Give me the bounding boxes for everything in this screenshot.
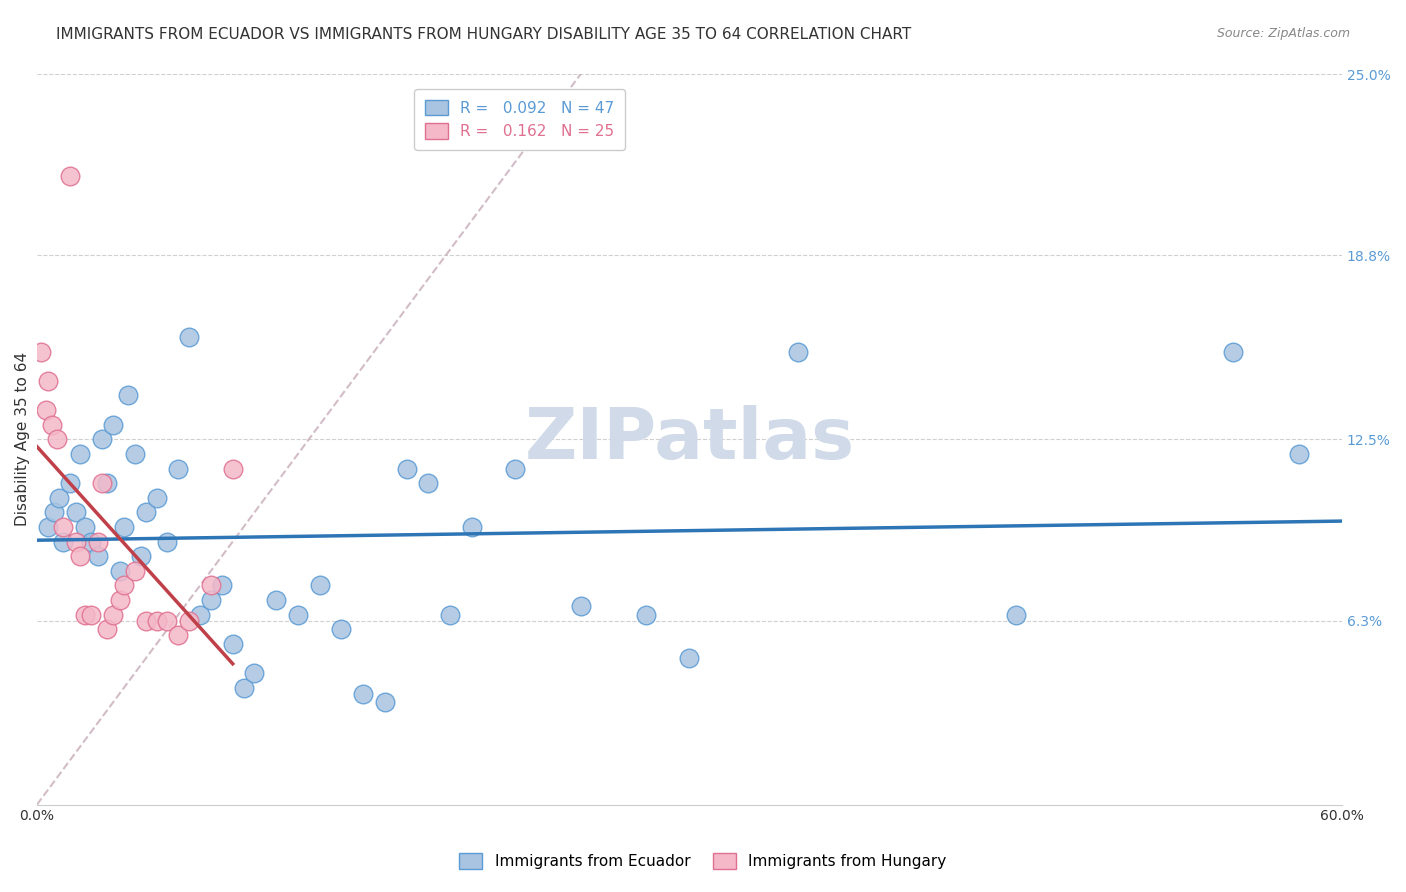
Point xyxy=(156,534,179,549)
Point xyxy=(145,614,167,628)
Text: Source: ZipAtlas.com: Source: ZipAtlas.com xyxy=(1216,27,1350,40)
Point xyxy=(200,593,222,607)
Point xyxy=(58,476,80,491)
Point xyxy=(52,520,75,534)
Point xyxy=(461,520,484,534)
Point xyxy=(80,607,103,622)
Point xyxy=(73,520,96,534)
Point xyxy=(1222,344,1244,359)
Point xyxy=(287,607,309,622)
Point xyxy=(91,476,114,491)
Point xyxy=(308,578,330,592)
Text: IMMIGRANTS FROM ECUADOR VS IMMIGRANTS FROM HUNGARY DISABILITY AGE 35 TO 64 CORRE: IMMIGRANTS FROM ECUADOR VS IMMIGRANTS FR… xyxy=(56,27,911,42)
Point xyxy=(678,651,700,665)
Point xyxy=(37,520,59,534)
Point xyxy=(634,607,657,622)
Point xyxy=(505,461,527,475)
Point xyxy=(30,344,52,359)
Point xyxy=(112,520,135,534)
Point xyxy=(52,534,75,549)
Point xyxy=(374,695,396,709)
Point xyxy=(330,622,353,636)
Point xyxy=(222,637,245,651)
Point xyxy=(156,614,179,628)
Point xyxy=(65,534,87,549)
Point xyxy=(65,505,87,519)
Point xyxy=(569,599,592,613)
Point xyxy=(96,476,118,491)
Point xyxy=(145,491,167,505)
Point xyxy=(179,614,201,628)
Point xyxy=(188,607,211,622)
Point xyxy=(44,505,66,519)
Point xyxy=(124,447,146,461)
Point xyxy=(80,534,103,549)
Point xyxy=(69,549,91,564)
Point xyxy=(1004,607,1026,622)
Point xyxy=(131,549,153,564)
Point xyxy=(135,505,157,519)
Legend: R =   0.092   N = 47, R =   0.162   N = 25: R = 0.092 N = 47, R = 0.162 N = 25 xyxy=(415,89,626,150)
Point xyxy=(108,564,131,578)
Text: ZIPatlas: ZIPatlas xyxy=(524,405,855,474)
Point xyxy=(101,417,124,432)
Point xyxy=(352,687,374,701)
Point xyxy=(167,628,190,642)
Point xyxy=(58,169,80,184)
Point xyxy=(395,461,418,475)
Point xyxy=(418,476,440,491)
Point xyxy=(167,461,190,475)
Point xyxy=(96,622,118,636)
Point xyxy=(232,681,254,695)
Y-axis label: Disability Age 35 to 64: Disability Age 35 to 64 xyxy=(15,352,30,526)
Point xyxy=(101,607,124,622)
Point xyxy=(34,403,56,417)
Point xyxy=(73,607,96,622)
Point xyxy=(264,593,287,607)
Point xyxy=(41,417,63,432)
Point xyxy=(48,491,70,505)
Point xyxy=(108,593,131,607)
Point xyxy=(91,433,114,447)
Point xyxy=(243,666,266,681)
Point xyxy=(135,614,157,628)
Point xyxy=(1288,447,1310,461)
Point xyxy=(112,578,135,592)
Point xyxy=(211,578,233,592)
Point xyxy=(222,461,245,475)
Point xyxy=(787,344,810,359)
Point xyxy=(124,564,146,578)
Point xyxy=(45,433,67,447)
Point xyxy=(87,534,110,549)
Point xyxy=(439,607,461,622)
Point xyxy=(87,549,110,564)
Legend: Immigrants from Ecuador, Immigrants from Hungary: Immigrants from Ecuador, Immigrants from… xyxy=(453,847,953,875)
Point xyxy=(37,374,59,388)
Point xyxy=(69,447,91,461)
Point xyxy=(200,578,222,592)
Point xyxy=(179,330,201,344)
Point xyxy=(117,388,139,402)
